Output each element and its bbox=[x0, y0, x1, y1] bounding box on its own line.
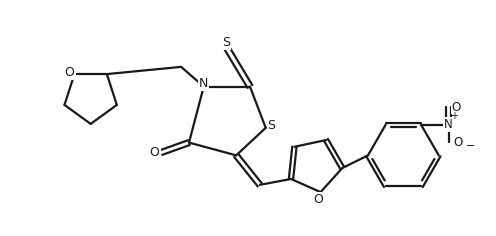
Text: S: S bbox=[268, 119, 276, 132]
Text: O: O bbox=[313, 193, 323, 206]
Text: O: O bbox=[64, 66, 74, 79]
Text: O: O bbox=[452, 101, 461, 114]
Text: +: + bbox=[450, 111, 458, 121]
Text: N: N bbox=[199, 77, 208, 90]
Text: O: O bbox=[150, 146, 160, 159]
Text: −: − bbox=[466, 141, 475, 151]
Text: S: S bbox=[222, 36, 230, 49]
Text: N: N bbox=[444, 118, 453, 131]
Text: O: O bbox=[454, 136, 463, 149]
